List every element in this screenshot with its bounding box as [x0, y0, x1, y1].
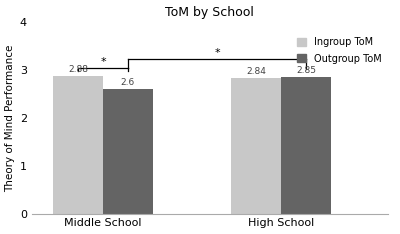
Text: 2.88: 2.88	[68, 65, 88, 74]
Bar	[103, 89, 153, 214]
Bar	[281, 77, 331, 214]
Text: 2.6: 2.6	[121, 78, 135, 87]
Bar	[231, 78, 281, 214]
Bar	[53, 76, 103, 214]
Legend: Ingroup ToM, Outgroup ToM: Ingroup ToM, Outgroup ToM	[297, 37, 382, 64]
Text: *: *	[214, 48, 220, 58]
Text: *: *	[100, 57, 106, 67]
Text: 2.84: 2.84	[246, 66, 266, 76]
Text: 2.85: 2.85	[296, 66, 316, 75]
Title: ToM by School: ToM by School	[166, 6, 254, 18]
Y-axis label: Theory of Mind Performance: Theory of Mind Performance	[6, 44, 16, 192]
